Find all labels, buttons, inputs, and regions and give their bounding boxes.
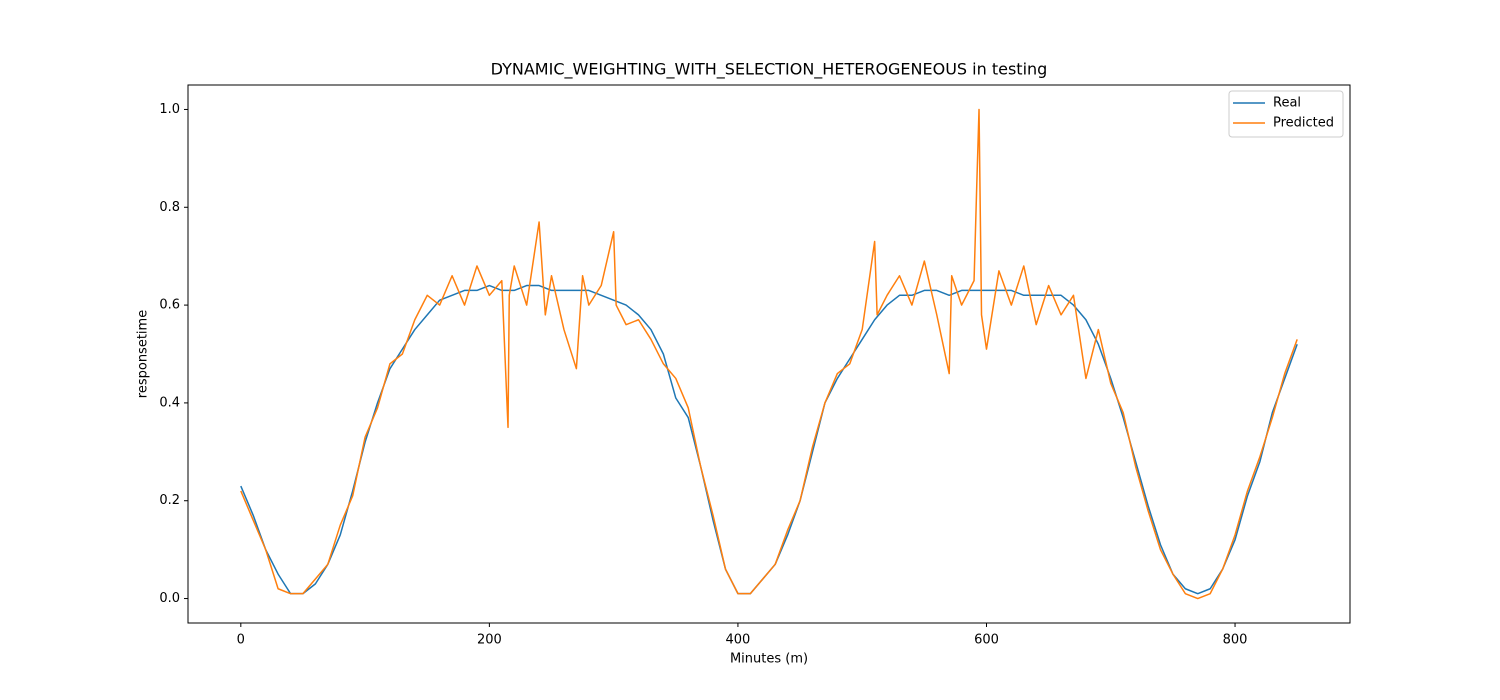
legend-label: Real <box>1273 96 1301 111</box>
x-tick-label: 400 <box>726 633 751 648</box>
x-tick-label: 600 <box>974 633 999 648</box>
y-tick-label: 0.8 <box>159 200 180 215</box>
y-axis-label: responsetime <box>136 310 151 398</box>
x-tick-label: 200 <box>477 633 502 648</box>
x-tick-label: 800 <box>1223 633 1248 648</box>
x-tick-label: 0 <box>237 633 245 648</box>
y-tick-label: 0.0 <box>159 591 180 606</box>
y-tick-label: 0.6 <box>159 298 180 313</box>
chart-title: DYNAMIC_WEIGHTING_WITH_SELECTION_HETEROG… <box>491 60 1048 80</box>
y-tick-label: 0.2 <box>159 493 180 508</box>
x-axis-label: Minutes (m) <box>730 652 808 667</box>
y-tick-label: 1.0 <box>159 102 180 117</box>
data-line <box>240 108 1298 600</box>
legend-label: Predicted <box>1273 116 1334 131</box>
plot-frame <box>187 84 1351 624</box>
y-tick-label: 0.4 <box>159 395 180 410</box>
